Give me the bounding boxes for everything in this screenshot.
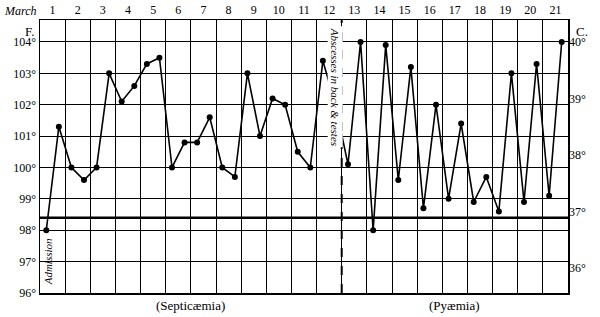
svg-text:12: 12 [323,3,335,17]
svg-text:17: 17 [449,3,461,17]
svg-text:March: March [4,4,37,18]
svg-text:10: 10 [273,3,285,17]
svg-text:11: 11 [298,3,310,17]
svg-text:100°: 100° [13,161,36,175]
svg-text:(Pyæmia): (Pyæmia) [429,298,480,313]
svg-text:39°: 39° [569,92,586,106]
svg-text:(Septicæmia): (Septicæmia) [156,298,225,313]
svg-text:1: 1 [50,3,56,17]
svg-text:36°: 36° [569,261,586,275]
svg-text:21: 21 [549,3,561,17]
svg-text:16: 16 [424,3,436,17]
svg-text:98°: 98° [19,223,36,237]
svg-text:101°: 101° [13,129,36,143]
svg-text:97°: 97° [19,255,36,269]
svg-text:99°: 99° [19,192,36,206]
svg-text:103°: 103° [13,67,36,81]
svg-text:7: 7 [200,3,206,17]
svg-text:96°: 96° [19,286,36,300]
svg-text:8: 8 [226,3,232,17]
svg-text:F.: F. [25,24,34,39]
svg-text:19: 19 [499,3,511,17]
svg-text:C.: C. [576,24,588,39]
svg-text:14: 14 [373,3,385,17]
svg-text:38°: 38° [569,148,586,162]
svg-text:5: 5 [150,3,156,17]
svg-text:13: 13 [348,3,360,17]
svg-text:37°: 37° [569,205,586,219]
svg-text:40°: 40° [569,35,586,49]
svg-text:4: 4 [125,3,131,17]
svg-text:104°: 104° [13,35,36,49]
svg-text:2: 2 [75,3,81,17]
svg-text:9: 9 [251,3,257,17]
svg-text:102°: 102° [13,98,36,112]
svg-text:Abscesses in back & testes: Abscesses in back & testes [329,28,341,146]
svg-text:3: 3 [100,3,106,17]
svg-text:15: 15 [399,3,411,17]
svg-text:18: 18 [474,3,486,17]
svg-text:Admission: Admission [42,238,54,285]
svg-text:6: 6 [175,3,181,17]
svg-text:20: 20 [524,3,536,17]
